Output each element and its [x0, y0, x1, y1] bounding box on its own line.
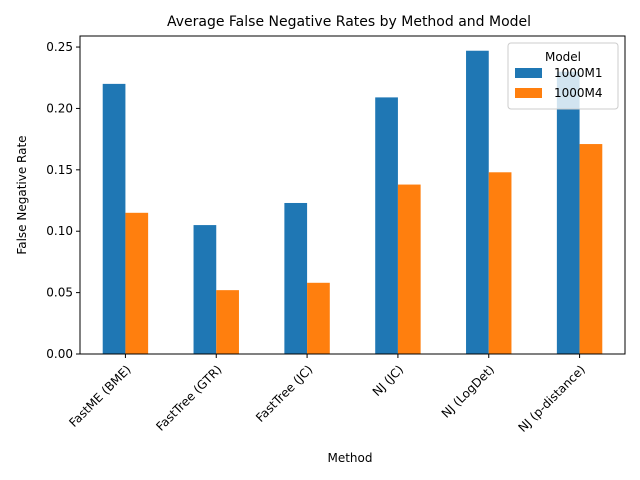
- y-tick-label: 0.05: [46, 286, 73, 300]
- legend-swatch: [515, 68, 542, 78]
- bar: [125, 212, 149, 354]
- y-tick-label: 0.25: [46, 40, 73, 54]
- x-axis-label: Method: [327, 451, 372, 465]
- legend-entries: 1000M1 1000M4: [515, 66, 603, 100]
- y-tick-label: 0.00: [46, 347, 73, 361]
- y-tick-label: 0.10: [46, 224, 73, 238]
- y-axis: 0.00 0.05 0.10 0.15 0.20 0.25: [46, 40, 80, 361]
- y-axis-label: False Negative Rate: [15, 135, 29, 254]
- legend-label: 1000M1: [554, 66, 603, 80]
- bar: [488, 172, 512, 354]
- bar: [556, 71, 580, 355]
- bar: [102, 83, 126, 354]
- chart-title: Average False Negative Rates by Method a…: [167, 14, 531, 30]
- legend: Model 1000M1 1000M4: [507, 42, 619, 110]
- bar: [307, 282, 330, 354]
- legend-swatch: [515, 88, 542, 98]
- legend-title: Model: [545, 50, 581, 64]
- legend-label: 1000M4: [554, 86, 603, 100]
- bar: [284, 202, 308, 354]
- bar: [579, 144, 603, 354]
- bar: [193, 225, 217, 354]
- y-tick-label: 0.15: [46, 163, 73, 177]
- bar: [216, 290, 239, 354]
- bars-group: [102, 50, 603, 355]
- bar: [397, 184, 421, 354]
- bar: [375, 97, 398, 354]
- bar: [466, 50, 489, 354]
- plot-frame: [79, 35, 626, 355]
- y-tick-label: 0.20: [46, 101, 73, 115]
